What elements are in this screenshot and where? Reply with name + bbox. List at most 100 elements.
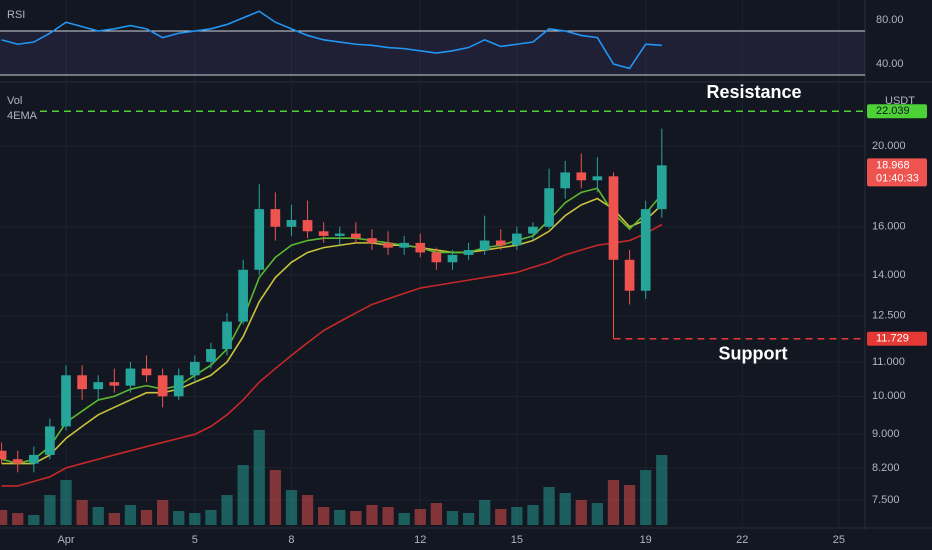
- volume-bar: [334, 510, 346, 525]
- candle-body: [238, 269, 248, 322]
- candle-body: [608, 176, 619, 260]
- resistance-text: Resistance: [706, 82, 801, 102]
- resistance-price: 22.039: [876, 105, 910, 117]
- ema-line: [1, 197, 663, 465]
- candle-body: [576, 172, 587, 181]
- volume-bar: [462, 513, 475, 525]
- x-tick-label: Apr: [57, 534, 74, 546]
- candle-body: [286, 220, 297, 227]
- candle-body: [190, 361, 200, 376]
- volume-bar: [366, 505, 378, 525]
- x-tick-label: 22: [736, 534, 748, 546]
- volume-bar: [623, 485, 636, 525]
- candle-body: [270, 209, 281, 227]
- candle-body: [77, 375, 87, 390]
- x-tick-label: 5: [192, 534, 198, 546]
- volume-bar: [44, 495, 56, 525]
- volume-bar: [92, 507, 104, 525]
- candle-body: [173, 375, 184, 397]
- volume-bar: [173, 511, 185, 525]
- candle-body: [318, 231, 329, 236]
- last-price: 18.968: [876, 159, 910, 171]
- volume-bar: [527, 505, 539, 525]
- volume-bar: [205, 510, 217, 525]
- y-tick-label: 8.200: [872, 462, 900, 474]
- candle-body: [206, 349, 216, 362]
- candle-body: [656, 165, 667, 210]
- volume-bar: [76, 500, 88, 525]
- candle-body: [512, 233, 522, 246]
- candle-body: [415, 242, 426, 253]
- x-tick-label: 25: [833, 534, 845, 546]
- candle-body: [351, 233, 361, 239]
- candle-body: [302, 220, 313, 232]
- volume-bar: [350, 511, 362, 525]
- candle-body: [93, 382, 104, 390]
- candle-body: [334, 233, 345, 236]
- volume-bar: [269, 470, 281, 525]
- candle-body: [640, 209, 651, 291]
- volume-bar: [559, 493, 571, 525]
- volume-bar: [156, 500, 169, 525]
- currency-label: USDT: [885, 95, 915, 107]
- x-tick-label: 19: [640, 534, 652, 546]
- rsi-line: [1, 10, 662, 70]
- rsi-tick-label: 40.00: [876, 58, 904, 70]
- volume-bar: [285, 490, 298, 525]
- volume-bar: [124, 505, 137, 525]
- y-tick-label: 20.000: [872, 140, 906, 152]
- candle-body: [45, 426, 55, 455]
- rsi-tick-label: 80.00: [876, 14, 904, 26]
- volume-bar: [398, 513, 410, 525]
- y-tick-label: 10.000: [872, 390, 906, 402]
- volume-bar: [108, 513, 120, 525]
- candle-body: [592, 176, 603, 181]
- volume-bar: [237, 465, 249, 525]
- y-tick-label: 16.000: [872, 221, 906, 233]
- x-tick-label: 8: [288, 534, 294, 546]
- resistance-price-box: [867, 104, 927, 119]
- rsi-label: RSI: [7, 9, 25, 21]
- candle-body: [61, 375, 71, 427]
- y-tick-label: 12.500: [872, 310, 906, 322]
- y-tick-label: 7.500: [872, 494, 900, 506]
- x-tick-label: 15: [511, 534, 523, 546]
- volume-bar: [28, 515, 40, 525]
- candle-body: [383, 242, 393, 248]
- candle-body: [0, 450, 7, 460]
- candle-body: [479, 240, 490, 251]
- volume-bar: [301, 495, 314, 525]
- grid: [0, 0, 865, 528]
- volume-bar: [318, 507, 330, 525]
- countdown: 01:40:33: [876, 172, 919, 184]
- y-tick-label: 9.000: [872, 428, 900, 440]
- support-price: 11.729: [876, 333, 909, 345]
- volume-bar: [0, 510, 8, 525]
- ema-line: [1, 223, 663, 487]
- volume-bar: [575, 500, 587, 525]
- volume-bar: [511, 507, 523, 525]
- candle-body: [367, 238, 377, 243]
- candle-body: [141, 368, 152, 376]
- volume-bar: [60, 480, 72, 525]
- support-price-box: [867, 331, 927, 346]
- candle-body: [447, 254, 458, 263]
- candle-body: [109, 382, 120, 386]
- volume-bar: [446, 511, 459, 525]
- candle-body: [254, 209, 265, 270]
- volume-bar: [607, 480, 620, 525]
- volume-bar: [479, 500, 491, 525]
- candle-body: [157, 375, 168, 397]
- volume-bar: [253, 430, 265, 525]
- candle-body: [12, 459, 23, 464]
- volume-bar: [414, 509, 426, 525]
- volume-bar: [543, 487, 555, 525]
- volume-bar: [221, 495, 233, 525]
- ema-label: 4EMA: [7, 110, 38, 122]
- candle-body: [624, 259, 635, 291]
- x-tick-label: 12: [414, 534, 426, 546]
- candle-body: [544, 188, 554, 227]
- volume-bar: [12, 513, 24, 525]
- y-tick-label: 14.000: [872, 269, 906, 281]
